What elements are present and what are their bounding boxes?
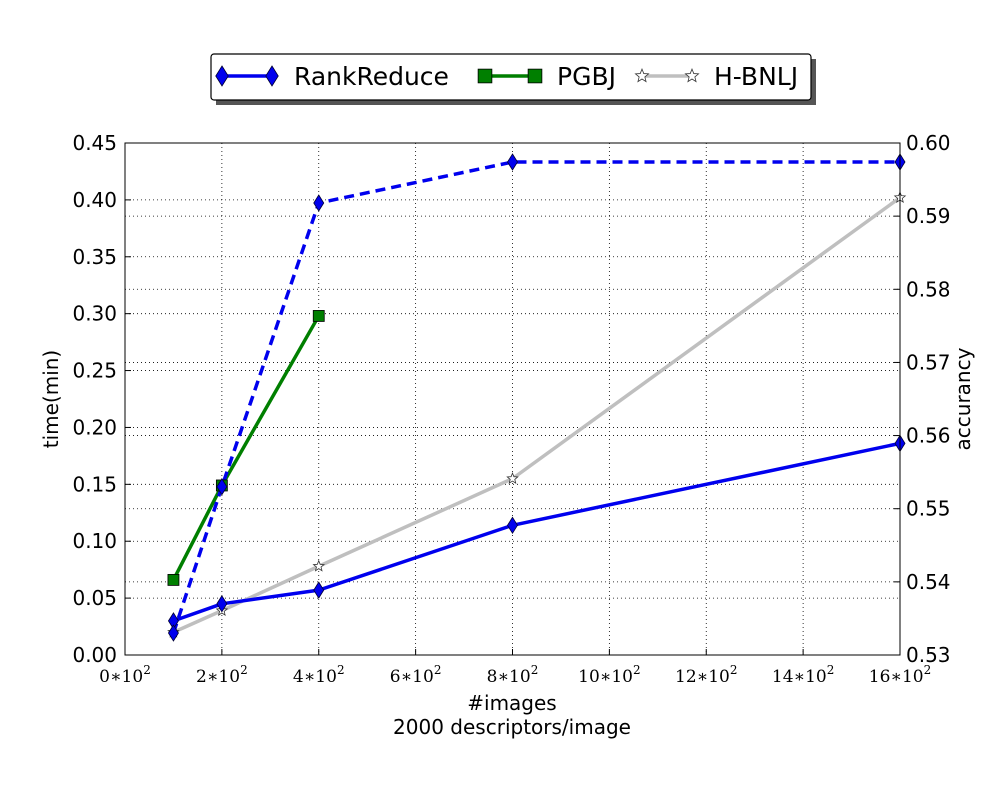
data-point-pgbj-time [167,574,180,586]
x-tick-label: 10∗102 [578,663,640,687]
x-tick-label: 0∗102 [99,663,151,687]
y-left-tick-label: 0.05 [72,586,117,610]
x-tick-label: 2∗102 [196,663,248,687]
data-point-h-bnlj-time [506,472,519,484]
legend-marker-pgbj [477,68,493,84]
series-line-rankreduce-accuracy [171,160,900,634]
x-tick-label: 14∗102 [772,663,834,687]
y-left-tick-label: 0.15 [72,472,117,496]
series-line-h-bnlj-time [172,196,902,634]
data-point-pgbj-time [312,310,325,322]
legend-label-rankreduce: RankReduce [294,62,449,91]
legend-marker-h-bnlj [684,68,700,83]
legend-item-rankreduce: RankReduce [215,62,449,91]
legend-marker-h-bnlj [634,68,650,83]
data-point-rankreduce-accuracy [507,153,518,171]
x-tick-label: 6∗102 [390,663,442,687]
data-point-rankreduce-time [507,516,518,535]
y-left-tick-label: 0.25 [72,359,117,383]
series-markers [167,153,907,642]
data-point-rankreduce-accuracy [167,624,179,642]
legend-item-h-bnlj: H-BNLJ [634,62,798,91]
data-point-rankreduce-time [313,581,325,599]
legend-marker-pgbj [527,68,543,84]
y-right-tick-label: 0.60 [906,131,951,155]
y-left-tick-label: 0.00 [72,643,117,667]
y-left-tick-label: 0.35 [72,245,117,269]
data-point-rankreduce-accuracy [216,478,228,496]
y-right-tick-label: 0.59 [906,204,951,228]
y-right-tick-label: 0.56 [906,424,951,448]
x-axis-label: #images [467,691,556,715]
y-right-tick-label: 0.53 [906,643,951,667]
y-right-tick-label: 0.55 [906,497,951,521]
series-line-pgbj-time [171,315,321,581]
data-point-h-bnlj-time [312,559,326,572]
x-axis-sublabel: 2000 descriptors/image [393,715,631,739]
legend-item-pgbj: PGBJ [477,62,616,91]
legend: RankReduce PGBJ H-BNLJ [210,53,816,105]
axis-ticks: 0∗102 2∗102 4∗102 6∗102 8∗102 10∗102 12∗102 14∗… [72,131,950,687]
legend-marker-rankreduce [215,65,229,87]
data-point-rankreduce-time [216,595,228,613]
x-tick-label: 12∗102 [675,663,737,687]
series-line-rankreduce-time [172,441,901,623]
grid [124,142,901,656]
y-left-tick-label: 0.10 [72,529,117,553]
y-right-tick-label: 0.58 [906,277,951,301]
y-right-tick-label: 0.57 [906,350,951,374]
y-left-tick-label: 0.30 [72,302,117,326]
series-lines [171,160,902,634]
y-axis-right-label: accurancy [951,347,975,450]
y-left-tick-label: 0.40 [72,188,117,212]
y-right-tick-label: 0.54 [906,570,951,594]
legend-label-pgbj: PGBJ [557,62,616,91]
x-tick-label: 4∗102 [293,663,345,687]
legend-label-h-bnlj: H-BNLJ [714,62,798,91]
data-point-rankreduce-accuracy [313,194,325,212]
y-left-tick-label: 0.45 [72,131,117,155]
x-tick-label: 8∗102 [487,663,539,687]
y-axis-left-label: time(min) [39,350,63,449]
legend-marker-rankreduce [265,65,279,87]
x-tick-label: 16∗102 [869,663,931,687]
y-left-tick-label: 0.20 [72,415,117,439]
